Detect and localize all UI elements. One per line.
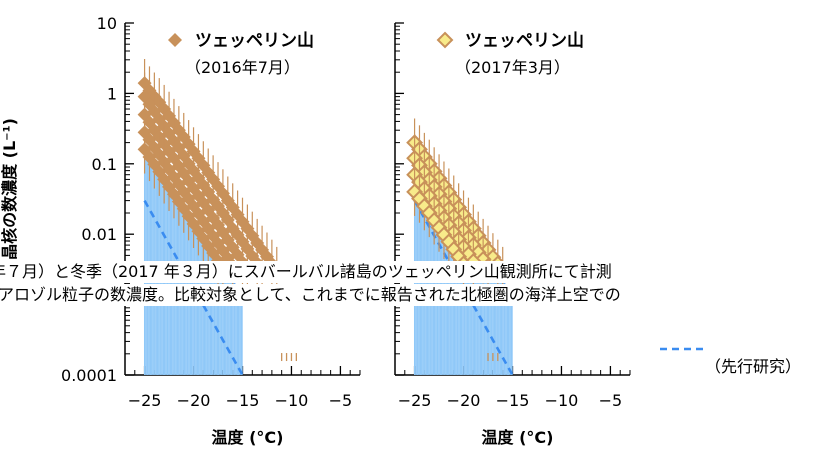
legend-band-label: （先行研究） [705, 357, 801, 376]
x-tick-label: −25 [128, 391, 162, 410]
x-tick-label: −25 [398, 391, 432, 410]
legend-sublabel: （2016年7月） [185, 58, 300, 77]
legend-marker [168, 33, 182, 47]
caption-line-2-text: アロゾル粒子の数濃度。比較対象として、これまでに報告された北極圏の海洋上空での [0, 285, 621, 304]
y-tick-label: 1 [107, 84, 117, 103]
chart-panel-2017: −25 −20 −15 −10 −5 温度 (°C) ツェッペリン山 （2017年3月） [394, 22, 631, 447]
caption-line-1-text: 年７月）と冬季（2017 年３月）にスバールバル諸島のツェッペリン山観測所にて計… [0, 262, 612, 281]
x-tick-label: −20 [177, 391, 211, 410]
caption-line-2: アロゾル粒子の数濃度。比較対象として、これまでに報告された北極圏の海洋上空での [0, 284, 813, 306]
x-tick-label: −10 [275, 391, 309, 410]
x-tick-label: −5 [329, 391, 353, 410]
x-tick-label: −10 [545, 391, 579, 410]
y-tick-label: 0.0001 [61, 366, 117, 385]
x-tick-label: −5 [599, 391, 623, 410]
chart-annotations: （先行研究） [660, 347, 801, 376]
y-axis-title: 晶核の数濃度 (L⁻¹) [0, 118, 19, 260]
x-tick-label: −20 [447, 391, 481, 410]
data-point [206, 246, 221, 261]
x-axis-title: 温度 (°C) [211, 428, 284, 447]
chart-panel-2016: 0.0001 0.01 0.1 1 10 −25 −20 −15 −10 −5 温度 (°C) 晶核の… [0, 14, 361, 447]
legend-marker [436, 31, 454, 49]
x-tick-label: −15 [226, 391, 260, 410]
x-axis-title: 温度 (°C) [481, 428, 554, 447]
y-tick-label: 0.1 [92, 155, 117, 174]
y-tick-label: 10 [97, 14, 117, 33]
legend-sublabel: （2017年3月） [455, 58, 570, 77]
legend-label: ツェッペリン山 [465, 31, 584, 51]
x-tick-label: −15 [496, 391, 530, 410]
caption-line-1: 年７月）と冬季（2017 年３月）にスバールバル諸島のツェッペリン山観測所にて計… [0, 261, 813, 283]
y-tick-label: 0.01 [81, 225, 117, 244]
legend-label: ツェッペリン山 [195, 31, 314, 51]
